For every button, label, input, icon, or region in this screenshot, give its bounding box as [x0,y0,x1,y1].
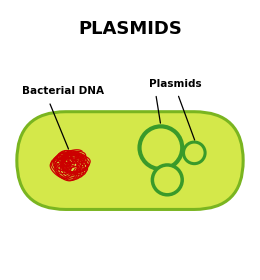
Circle shape [184,142,205,164]
Text: Bacterial DNA: Bacterial DNA [22,86,104,96]
Circle shape [152,165,182,195]
Circle shape [140,126,182,169]
Text: PLASMIDS: PLASMIDS [78,20,182,38]
FancyBboxPatch shape [17,112,243,209]
Circle shape [147,134,174,161]
Text: Plasmids: Plasmids [149,79,202,89]
Circle shape [158,171,177,189]
Circle shape [188,147,200,159]
